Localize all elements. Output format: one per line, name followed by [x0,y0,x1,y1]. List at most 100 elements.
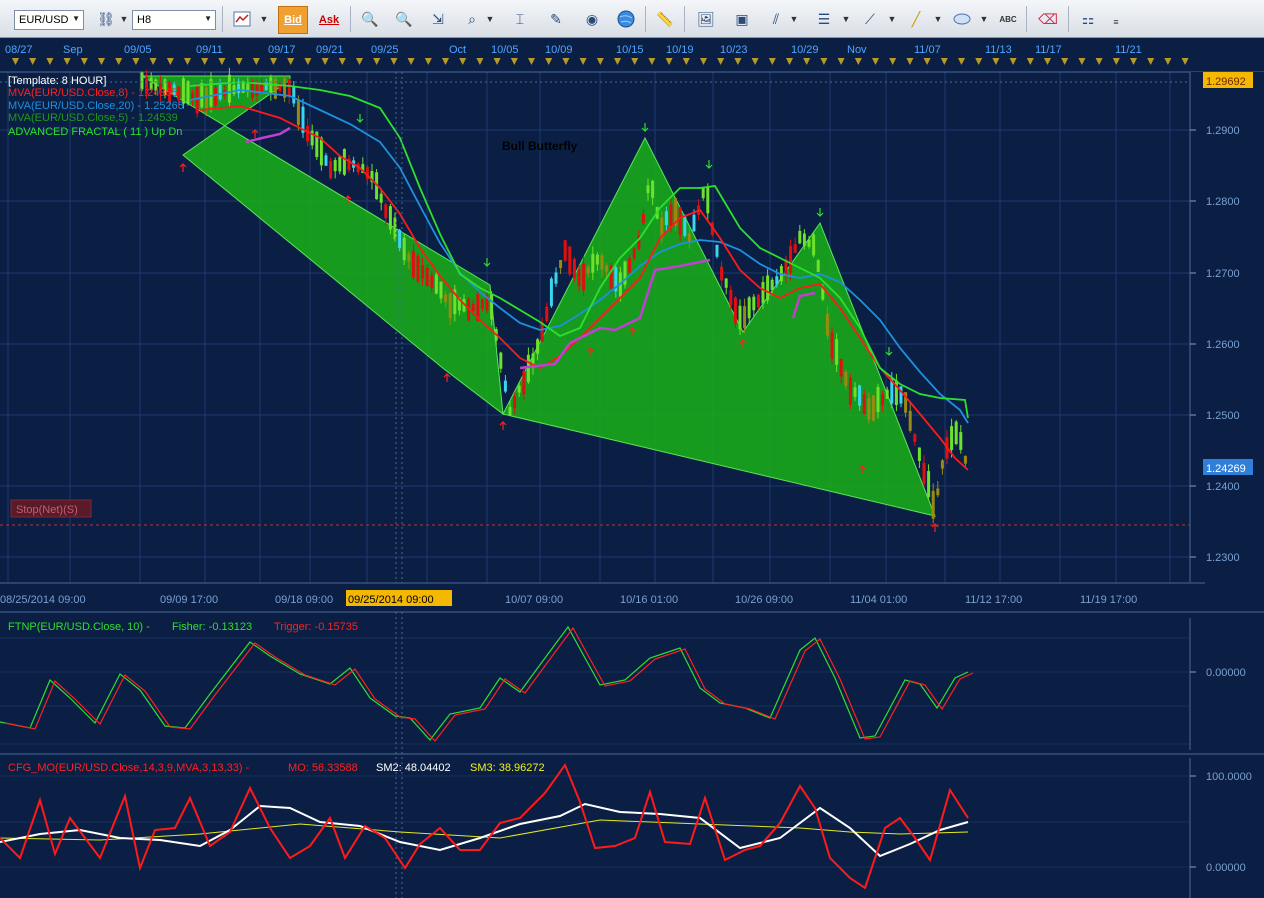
candle-body [522,371,526,395]
candle-body [959,432,963,450]
lines-icon[interactable]: ☰ [817,10,831,27]
ask-toggle[interactable]: Ask [314,6,344,34]
ellipse-icon[interactable] [950,7,974,31]
mva5-legend: MVA(EUR/USD.Close,5) - 1.24539 [8,112,178,124]
candle-body [549,278,553,307]
mva5-line [189,81,969,419]
session-marker [545,58,553,65]
session-marker [1044,58,1051,65]
candle-body [149,77,153,90]
session-marker [252,58,260,65]
fractal-legend: ADVANCED FRACTAL ( 11 ) Up Dn [8,126,182,138]
chevron-down-icon[interactable]: ▼ [119,14,129,24]
fibonacci-icon[interactable]: ⫽ [772,10,780,27]
current-price-tag [1203,459,1253,475]
candle-body [264,82,268,91]
candle-body [600,255,604,270]
fan-icon[interactable]: ⟋ [865,10,875,27]
candle-body [917,447,921,461]
top-date-label: 08/27 [5,44,33,56]
session-marker [46,58,54,65]
zoom-in-icon[interactable]: 🔍 [361,10,379,27]
candle-body [632,248,636,259]
session-marker [906,58,914,65]
session-marker [63,58,71,65]
chevron-down-icon[interactable]: ▼ [485,14,495,24]
candle-body [848,377,852,405]
candle-body [867,398,871,420]
trigger-value: Trigger: -0.15735 [274,621,358,633]
session-marker [424,58,432,65]
candle-body [398,229,402,249]
timeframe-select[interactable]: H8 ▼ [132,10,216,30]
candle-body [306,125,310,142]
chevron-down-icon[interactable]: ▼ [933,14,943,24]
candle-body [591,253,595,273]
session-marker [80,58,88,65]
eraser-icon[interactable]: ⌫ [1038,10,1058,27]
candle-body [720,266,724,281]
session-marker [1112,58,1120,65]
chevron-down-icon[interactable]: ▼ [887,14,897,24]
candle-body [195,86,199,114]
zoom-area-icon[interactable]: ⌕ [468,10,476,27]
session-marker [29,58,37,65]
candle-body [568,246,572,275]
mo-line [0,762,969,890]
bottom-date-labels: 08/25/2014 09:00 09/09 17:00 09/18 09:00 09… [0,590,1137,606]
chevron-down-icon[interactable]: ▼ [979,14,989,24]
candle-body [181,78,185,104]
session-marker [338,58,346,65]
symbol-select[interactable]: EUR/USD ▼ [14,10,84,30]
session-marker [407,58,415,65]
candle-body [237,83,241,94]
candle-body [554,272,558,284]
candle-body [876,386,880,413]
toolbar-options-icon[interactable]: ≡ [1113,17,1119,27]
text-tool-icon[interactable]: ABC [996,7,1020,31]
stop-label-box[interactable] [10,499,92,518]
crosshair-icon[interactable]: ⌶ [515,10,525,27]
candle-body [738,305,742,330]
session-marker [786,58,793,65]
session-marker [321,58,329,65]
chart-type-icon[interactable] [230,7,254,31]
hierarchy-icon[interactable]: ⚏ [1081,10,1095,27]
candle-body [329,160,333,179]
eye-icon[interactable]: ◉ [585,10,599,27]
candle-body [927,471,931,498]
link-icon[interactable]: ⛓ [97,10,115,27]
session-marker [1061,58,1069,65]
zoom-out-icon[interactable]: 🔍 [395,10,413,27]
chevron-down-icon: ▼ [72,14,80,23]
candle-body [255,81,259,96]
chevron-down-icon[interactable]: ▼ [259,14,269,24]
fit-chart-icon[interactable]: ⇲ [432,10,444,27]
globe-icon[interactable] [614,7,638,31]
fractal-up-arrow [344,195,352,204]
chart-area[interactable]: 08/27 Sep 09/05 09/11 09/17 09/21 09/25 Oct 10/0… [0,38,1264,898]
candle-body [526,354,530,383]
candle-body [177,86,181,101]
candle-body [950,426,954,450]
candle-body [338,156,342,172]
bottom-date-label: 11/12 17:00 [965,594,1022,606]
window-icon[interactable]: ▣ [735,10,749,27]
picture-icon[interactable]: 🖼 [697,10,715,27]
chevron-down-icon[interactable]: ▼ [789,14,799,24]
session-marker [665,58,673,65]
candle-body [572,259,576,279]
ruler-icon[interactable]: 📏 [656,10,674,27]
candle-body [301,106,305,133]
edit-chart-icon[interactable]: ✎ [550,10,562,27]
bid-toggle[interactable]: Bid [278,6,308,34]
top-date-axis: 08/27 Sep 09/05 09/11 09/17 09/21 09/25 Oct 10/0… [0,38,1264,73]
trendline-icon[interactable]: ╱ [911,10,921,27]
candle-body [347,158,351,171]
candle-body [536,339,540,354]
session-marker [459,58,467,65]
session-marker [1026,58,1034,65]
purple-line-2 [519,258,711,370]
chevron-down-icon[interactable]: ▼ [841,14,851,24]
candle-body [278,83,282,92]
